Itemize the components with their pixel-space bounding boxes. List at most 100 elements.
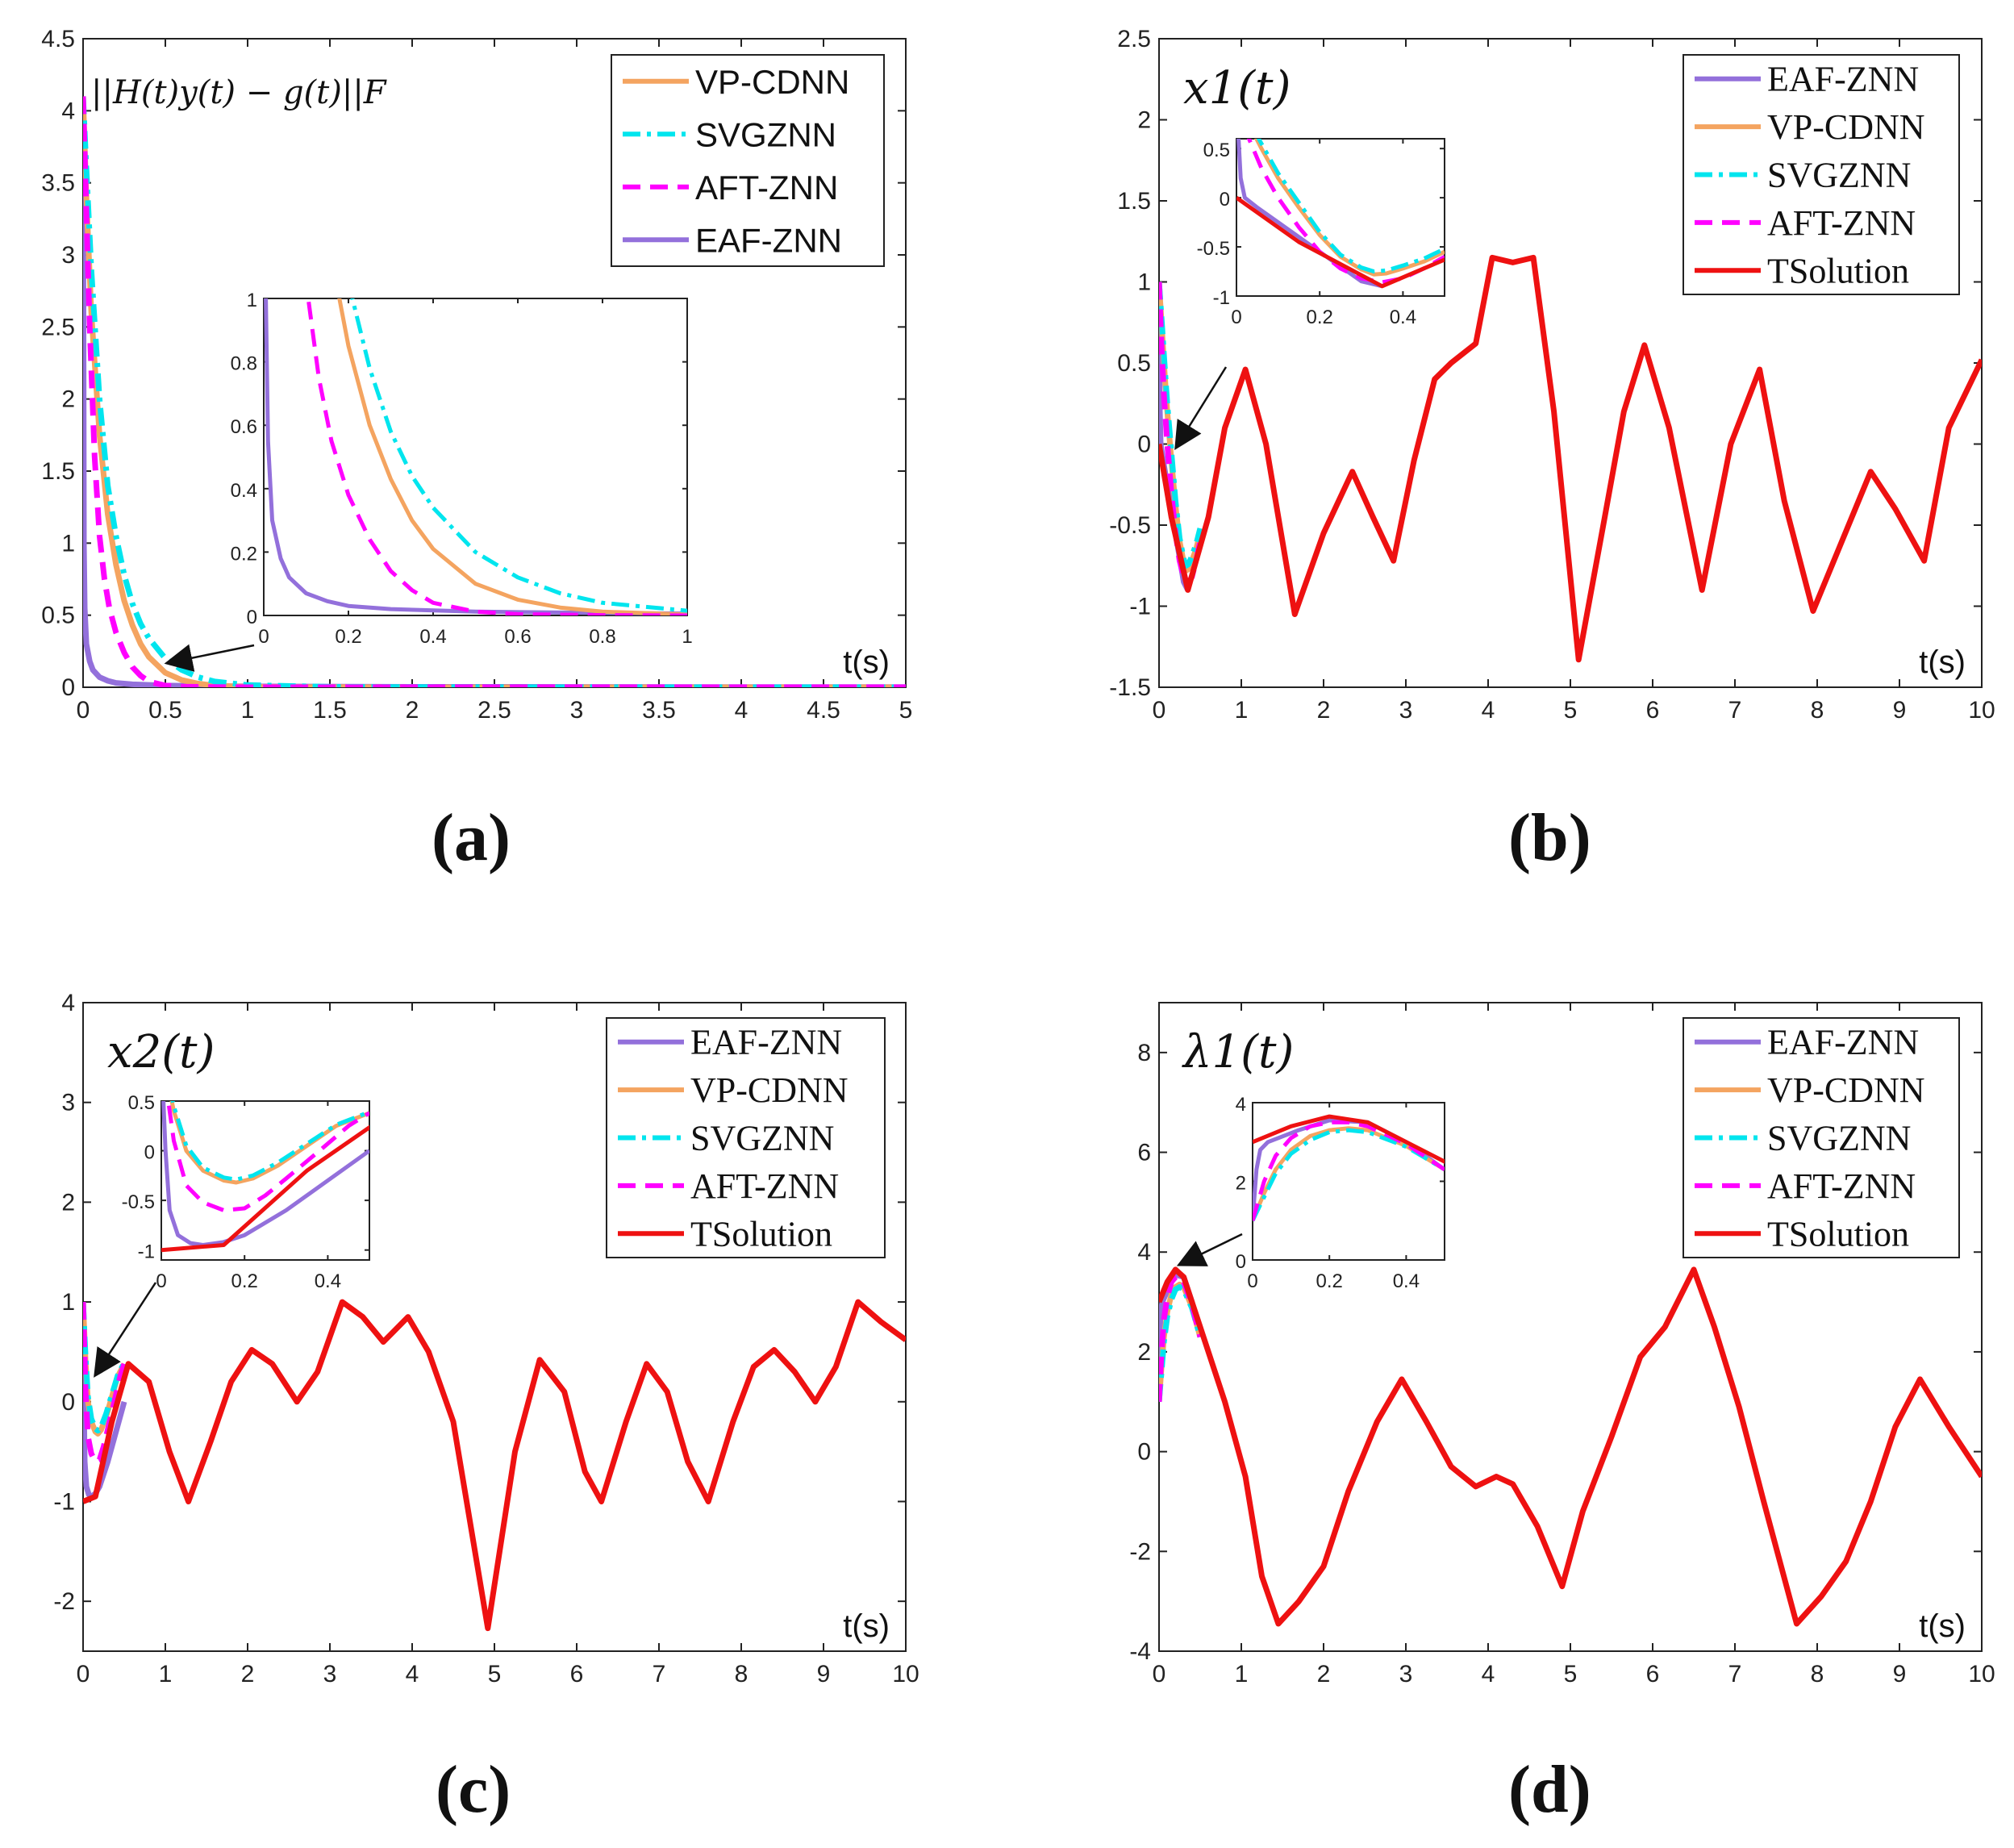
a-y-tick-label: 3.5 <box>41 170 75 197</box>
a-y-tick-label: 0.5 <box>41 603 75 629</box>
a-inset-x-tick-label: 0.4 <box>419 626 446 648</box>
c-inset-y-tick-label: -0.5 <box>122 1191 155 1213</box>
b-legend-label-svgznn: SVGZNN <box>1767 156 1911 195</box>
c-y-tick-label: 1 <box>61 1289 75 1316</box>
b-x-tick-label: 9 <box>1893 697 1907 724</box>
c-legend-label-aft-znn: AFT-ZNN <box>690 1166 839 1206</box>
b-legend-label-eaf-znn: EAF-ZNN <box>1767 60 1919 99</box>
d-legend-label-tsolution: TSolution <box>1767 1214 1909 1254</box>
b-inset-y-tick-label: -0.5 <box>1197 238 1230 260</box>
d-y-tick-label: 2 <box>1137 1339 1151 1366</box>
b-legend-label-aft-znn: AFT-ZNN <box>1767 203 1916 243</box>
c-x-axis-label: t(s) <box>843 1608 890 1644</box>
b-x-tick-label: 4 <box>1482 697 1495 724</box>
a-y-tick-label: 1.5 <box>41 458 75 485</box>
c-y-tick-label: -2 <box>53 1588 75 1615</box>
c-x-tick-label: 7 <box>653 1661 666 1687</box>
a-x-tick-label: 2.5 <box>477 697 511 724</box>
a-y-tick-label: 4 <box>61 98 75 124</box>
c-y-tick-label: 2 <box>61 1189 75 1216</box>
chart-a: 0 0.5 1 1.5 2 2.5 3 3.5 4 4.5 5 0 0.5 1 1.5 2 2.5 3 3.5 4 4.… <box>41 26 912 724</box>
b-inset-series-svgznn <box>1256 139 1445 273</box>
d-inset-y-tick-label: 4 <box>1236 1094 1246 1116</box>
a-legend-label-aft-znn: AFT-ZNN <box>695 169 838 206</box>
b-y-tick-label: 1.5 <box>1117 188 1151 215</box>
d-inset-x-tick-label: 0.4 <box>1393 1270 1420 1292</box>
b-y-tick-label: 2 <box>1137 107 1151 134</box>
a-x-axis-label: t(s) <box>843 645 890 680</box>
d-x-tick-label: 0 <box>1153 1661 1166 1687</box>
a-y-tick-label: 3 <box>61 242 75 269</box>
d-x-axis-label: t(s) <box>1919 1608 1966 1644</box>
a-inset-y-tick-label: 0.2 <box>231 543 257 565</box>
c-inset-series-aft-znn <box>166 1101 369 1212</box>
b-x-tick-label: 0 <box>1153 697 1166 724</box>
a-y-tick-label: 2.5 <box>41 314 75 340</box>
b-x-axis-label: t(s) <box>1919 645 1966 680</box>
c-x-tick-label: 3 <box>323 1661 337 1687</box>
a-inset-y-tick-label: 0.4 <box>231 480 257 502</box>
a-series-svgznn <box>83 96 906 687</box>
b-y-axis-label: x1(t) <box>1183 62 1291 115</box>
a-inset-x-tick-label: 0.6 <box>504 626 531 648</box>
chart-d: 0 1 2 3 4 5 6 7 8 9 10 -4 -2 0 2 4 6 8 λ1(t) t(s) 0 0.2 0.4 0 2 4… <box>1129 1002 1995 1687</box>
b-x-tick-label: 2 <box>1317 697 1331 724</box>
c-x-tick-label: 8 <box>735 1661 748 1687</box>
d-x-tick-label: 9 <box>1893 1661 1907 1687</box>
c-inset-series-svgznn <box>170 1101 369 1182</box>
a-x-tick-label: 4 <box>735 697 748 724</box>
a-inset-x-tick-label: 1 <box>682 626 692 648</box>
b-y-tick-label: -0.5 <box>1109 512 1151 539</box>
c-series-aft-znn <box>83 1302 127 1465</box>
c-x-tick-label: 1 <box>159 1661 173 1687</box>
d-inset-series-svgznn <box>1253 1128 1445 1222</box>
b-inset-x-tick-label: 0.2 <box>1307 307 1333 328</box>
b-series-tsolution <box>1159 254 1982 663</box>
b-x-tick-label: 7 <box>1728 697 1742 724</box>
d-x-tick-label: 4 <box>1482 1661 1495 1687</box>
a-inset-x-tick-label: 0 <box>258 626 269 648</box>
a-inset-x-tick-label: 0.2 <box>335 626 361 648</box>
panel-label-d: (d) <box>1508 1752 1591 1827</box>
d-inset-x-tick-label: 0.2 <box>1316 1270 1343 1292</box>
b-x-tick-label: 10 <box>1968 697 1995 724</box>
c-inset-y-tick-label: 0 <box>144 1142 155 1164</box>
c-x-tick-label: 0 <box>77 1661 90 1687</box>
c-x-tick-label: 9 <box>817 1661 831 1687</box>
chart-b: 0 1 2 3 4 5 6 7 8 9 10 -1.5 -1 -0.5 0 0.5 1 1.5 2 2.5 x1(t) t… <box>1109 26 1995 724</box>
a-y-tick-label: 1 <box>61 530 75 557</box>
b-x-tick-label: 1 <box>1235 697 1249 724</box>
b-x-tick-label: 3 <box>1399 697 1413 724</box>
c-inset-y-tick-label: -1 <box>138 1241 155 1263</box>
c-inset-y-tick-label: 0.5 <box>128 1092 155 1114</box>
c-legend-label-tsolution: TSolution <box>690 1214 832 1254</box>
b-y-tick-label: -1.5 <box>1109 674 1151 701</box>
a-x-tick-label: 2 <box>406 697 419 724</box>
b-x-tick-label: 8 <box>1811 697 1824 724</box>
d-x-tick-label: 1 <box>1235 1661 1249 1687</box>
b-inset-series-eaf-znn <box>1236 139 1383 289</box>
b-y-tick-label: 0.5 <box>1117 350 1151 377</box>
panel-label-c: (c) <box>436 1752 511 1827</box>
d-y-axis-label: λ1(t) <box>1182 1026 1294 1078</box>
a-x-tick-label: 3.5 <box>642 697 676 724</box>
a-legend-box <box>611 54 885 267</box>
d-inset-x-tick-label: 0 <box>1247 1270 1257 1292</box>
d-x-tick-label: 10 <box>1968 1661 1995 1687</box>
b-legend-label-vp-cdnn: VP-CDNN <box>1767 107 1925 147</box>
d-legend-label-aft-znn: AFT-ZNN <box>1767 1166 1916 1206</box>
a-inset-y-tick-label: 0.8 <box>231 353 257 375</box>
a-inset-series-vp-cdnn <box>337 298 687 615</box>
c-y-tick-label: -1 <box>53 1488 75 1515</box>
a-inset-y-tick-label: 1 <box>247 290 257 311</box>
b-series-svgznn <box>1159 282 1203 569</box>
b-y-tick-label: 2.5 <box>1117 26 1151 52</box>
a-series-aft-znn <box>83 96 906 687</box>
c-inset-x-tick-label: 0.4 <box>315 1270 341 1292</box>
a-inset-axes-frame <box>263 298 688 616</box>
d-legend-label-eaf-znn: EAF-ZNN <box>1767 1023 1919 1062</box>
a-x-tick-label: 1.5 <box>313 697 347 724</box>
b-inset-x-tick-label: 0.4 <box>1390 307 1416 328</box>
c-zoom-arrow <box>94 1282 157 1378</box>
b-inset: 0 0.2 0.4 -1 -0.5 0 0.5 <box>1197 138 1445 328</box>
